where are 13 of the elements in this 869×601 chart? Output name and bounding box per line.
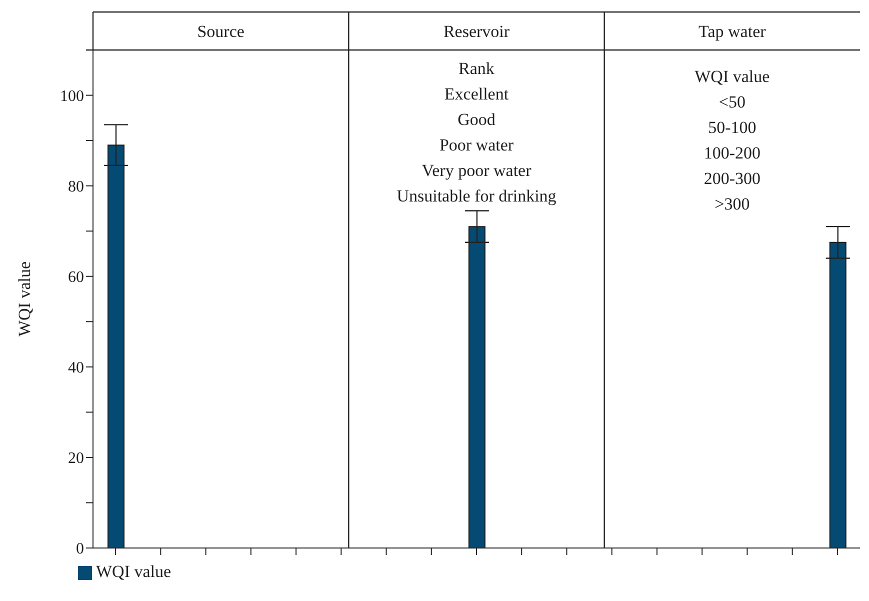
text: Reservoir bbox=[443, 22, 510, 41]
y-axis-title: WQI value bbox=[15, 261, 34, 337]
text: Source bbox=[197, 22, 244, 41]
y-tick-label: 60 bbox=[68, 269, 84, 286]
annotation: Rank Excellent Good Poor water Very poor water Unsuitable for drinking bbox=[396, 59, 557, 206]
y-tick-label: 80 bbox=[68, 178, 84, 196]
legend-label: WQI value bbox=[96, 562, 172, 581]
y-tick-label: 20 bbox=[68, 450, 84, 468]
annotation: WQI value <50 50-100 100-200 200-300 >300 bbox=[694, 67, 770, 214]
y-tick-label: 40 bbox=[68, 360, 84, 377]
y-tick-label: 0 bbox=[76, 540, 84, 558]
text: Tap water bbox=[698, 22, 766, 41]
y-tick-label: 100 bbox=[60, 88, 84, 105]
